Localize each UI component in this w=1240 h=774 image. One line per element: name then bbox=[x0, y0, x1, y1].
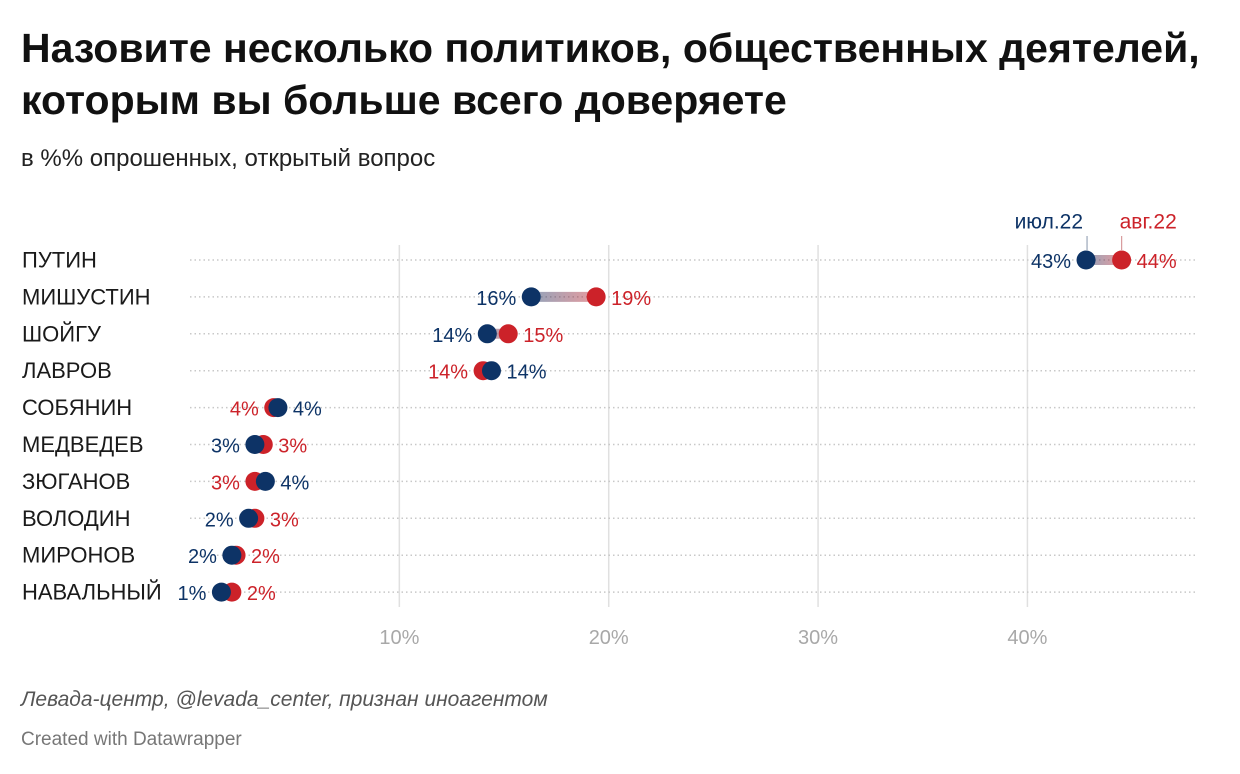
dot-jul bbox=[521, 287, 541, 307]
value-label-jul: 2% bbox=[205, 509, 234, 531]
dot-jul bbox=[481, 361, 501, 381]
value-label-jul: 3% bbox=[211, 436, 240, 458]
dot-jul bbox=[477, 324, 497, 344]
category-label: ЗЮГАНОВ bbox=[22, 469, 130, 494]
dot-range-chart: 10% 20% 30% 40% ПУТИН 43% 44% МИШУСТИН 16% 19% ШОЙ… bbox=[22, 211, 1197, 649]
value-label-jul: 2% bbox=[188, 546, 217, 568]
value-label-aug: 14% bbox=[428, 362, 468, 384]
category-label: СОБЯНИН bbox=[22, 395, 132, 420]
dot-aug bbox=[586, 287, 606, 307]
source-note: Левада-центр, @levada_center, признан ин… bbox=[21, 688, 548, 711]
value-label-jul: 16% bbox=[476, 288, 516, 310]
x-tick-label: 10% bbox=[379, 627, 419, 649]
value-label-jul: 43% bbox=[1031, 251, 1071, 273]
value-label-aug: 2% bbox=[251, 546, 280, 568]
legend-label-aug: авг.22 bbox=[1120, 211, 1177, 234]
value-label-aug: 3% bbox=[211, 472, 240, 494]
value-label-aug: 4% bbox=[230, 399, 259, 421]
value-label-jul: 1% bbox=[177, 583, 206, 605]
dot-jul bbox=[268, 398, 288, 418]
x-tick-label: 40% bbox=[1007, 627, 1047, 649]
chart-title: Назовите несколько политиков, общественн… bbox=[21, 25, 1200, 123]
category-label: ПУТИН bbox=[22, 248, 97, 273]
dot-jul bbox=[222, 545, 242, 565]
x-tick-label: 30% bbox=[798, 627, 838, 649]
value-label-aug: 3% bbox=[278, 436, 307, 458]
dot-jul bbox=[1076, 250, 1096, 270]
dot-jul bbox=[239, 508, 259, 528]
dot-aug bbox=[1112, 250, 1132, 270]
category-label: МЕДВЕДЕВ bbox=[22, 432, 144, 457]
value-label-jul: 14% bbox=[432, 325, 472, 347]
category-label: НАВАЛЬНЫЙ bbox=[22, 580, 162, 605]
value-label-aug: 2% bbox=[247, 583, 276, 605]
category-label: МИШУСТИН bbox=[22, 284, 151, 309]
value-label-jul: 4% bbox=[280, 472, 309, 494]
value-label-aug: 19% bbox=[611, 288, 651, 310]
dot-aug bbox=[498, 324, 518, 344]
dot-jul bbox=[245, 435, 265, 454]
value-label-jul: 14% bbox=[506, 362, 546, 384]
category-label: ШОЙГУ bbox=[22, 321, 102, 346]
category-label: МИРОНОВ bbox=[22, 543, 135, 568]
datawrapper-credit: Created with Datawrapper bbox=[21, 729, 242, 750]
legend-label-jul: июл.22 bbox=[1015, 211, 1083, 234]
value-label-aug: 3% bbox=[270, 509, 299, 531]
dot-jul bbox=[255, 471, 275, 491]
value-label-jul: 4% bbox=[293, 399, 322, 421]
category-label: ЛАВРОВ bbox=[22, 358, 112, 383]
dot-jul bbox=[211, 582, 231, 602]
chart-subtitle: в %% опрошенных, открытый вопрос bbox=[21, 145, 436, 172]
category-label: ВОЛОДИН bbox=[22, 506, 130, 531]
value-label-aug: 44% bbox=[1137, 251, 1177, 273]
x-tick-label: 20% bbox=[589, 627, 629, 649]
value-label-aug: 15% bbox=[523, 325, 563, 347]
